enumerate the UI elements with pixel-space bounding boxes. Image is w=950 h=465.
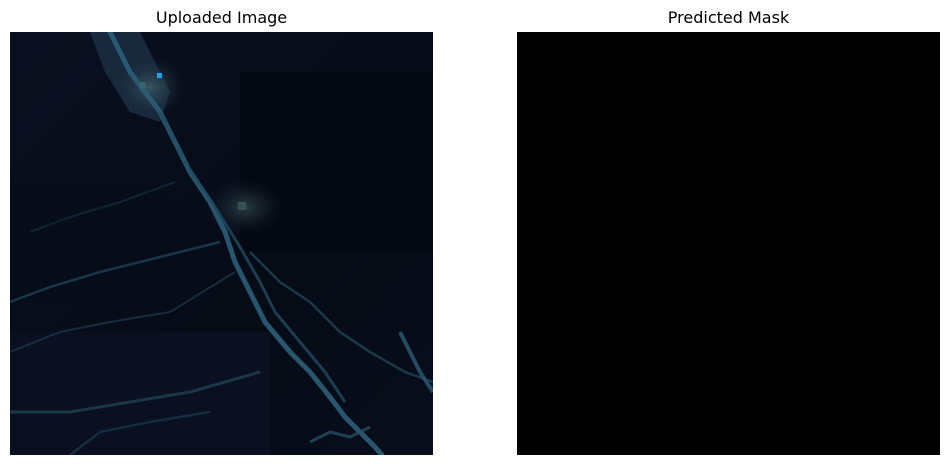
- predicted-mask-panel: [517, 32, 940, 455]
- uploaded-image-panel: [10, 32, 433, 455]
- uploaded-image-title: Uploaded Image: [155, 8, 288, 27]
- bright-spot: [157, 73, 162, 78]
- predicted-mask-title: Predicted Mask: [667, 8, 790, 27]
- uploaded-satellite-image: [10, 32, 433, 455]
